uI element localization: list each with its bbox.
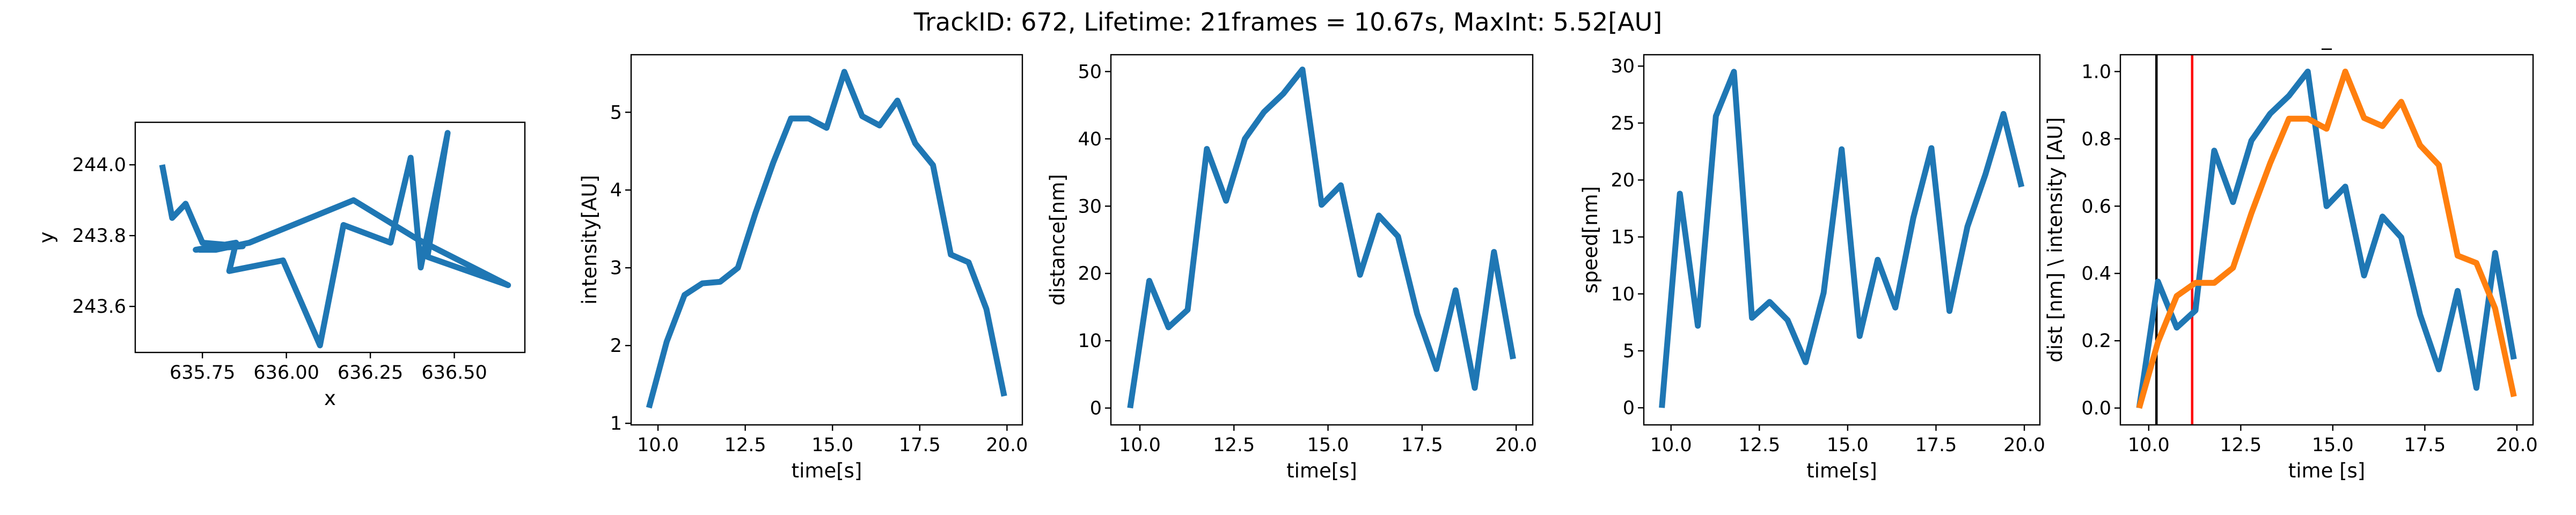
x-tick-label: 12.5 (1213, 435, 1255, 456)
series-line-1 (2136, 68, 2517, 409)
x-tick-label: 20.0 (2003, 435, 2045, 456)
x-axis-label: time [s] (2288, 459, 2366, 482)
x-tick-label: 12.5 (1738, 435, 1780, 456)
plot-frame (2119, 54, 2534, 426)
y-tick-label: 5 (610, 102, 622, 123)
y-axis-label: dist [nm] \ intensity [AU] (2044, 117, 2067, 362)
y-tick-label: 25 (1611, 113, 1635, 134)
x-tick-label: 12.5 (2220, 435, 2262, 456)
x-tick-label: 15.0 (1307, 435, 1349, 456)
y-tick-label: 30 (1078, 196, 1102, 217)
x-axis-label: x (324, 387, 336, 410)
series-line-1 (646, 69, 1007, 409)
series-line-1 (159, 130, 511, 349)
y-tick-label: 3 (610, 258, 622, 279)
figure-title: TrackID: 672, Lifetime: 21frames = 10.67… (913, 8, 1663, 36)
y-axis-label: intensity[AU] (578, 175, 601, 305)
y-tick-label: 0 (1090, 398, 1102, 420)
x-tick-label: 20.0 (1495, 435, 1537, 456)
y-axis-label: distance[nm] (1046, 174, 1069, 305)
x-tick-label: 15.0 (1827, 435, 1869, 456)
subplots: 635.75 636.00 636.25 636.50 243.6 243.8 244.0 x… (35, 27, 2538, 482)
x-tick-label: 12.5 (724, 435, 766, 456)
x-tick-label: 10.0 (2128, 435, 2170, 456)
x-tick-label: 17.5 (899, 435, 941, 456)
x-tick-label: 636.00 (253, 362, 319, 384)
x-tick-label: 17.5 (1401, 435, 1443, 456)
series-line-1 (1659, 69, 2025, 408)
y-tick-label: 0 (1623, 398, 1635, 419)
x-tick-label: 10.0 (1650, 435, 1692, 456)
y-tick-label: 2 (610, 335, 622, 357)
y-tick-label: 0.6 (2081, 196, 2111, 217)
x-axis-label: time[s] (792, 459, 862, 482)
y-tick-label: 15 (1611, 227, 1635, 248)
x-tick-label: 636.25 (338, 362, 403, 384)
y-tick-label: 0.8 (2081, 129, 2111, 150)
x-tick-label: 20.0 (2496, 435, 2538, 456)
y-tick-label: 244.0 (72, 154, 126, 176)
series-line-2 (2136, 68, 2517, 409)
y-tick-label: 10 (1611, 284, 1635, 305)
x-axis-label: time[s] (1806, 459, 1877, 482)
y-tick-label: 10 (1078, 330, 1102, 352)
plot-frame (630, 54, 1023, 426)
x-tick-label: 635.75 (170, 362, 235, 384)
x-tick-label: 20.0 (986, 435, 1028, 456)
x-tick-label: 10.0 (637, 435, 679, 456)
subplot-3: 10.0 12.5 15.0 17.5 20.0 0 10 20 30 40 50 time[s] di… (1046, 54, 1537, 482)
subplot-2: 10.0 12.5 15.0 17.5 20.0 1 2 3 4 5 time[s] intensit… (578, 54, 1028, 482)
y-tick-label: 40 (1078, 129, 1102, 150)
y-tick-label: 1.0 (2081, 61, 2111, 83)
plot-frame (1110, 54, 1534, 426)
y-tick-label: 243.6 (72, 296, 126, 318)
y-tick-label: 243.8 (72, 225, 126, 247)
y-tick-label: 20 (1611, 170, 1635, 192)
x-tick-label: 17.5 (2404, 435, 2446, 456)
x-tick-label: 15.0 (811, 435, 853, 456)
subplot-1: 635.75 636.00 636.25 636.50 243.6 243.8 244.0 x… (35, 121, 526, 410)
x-tick-label: 636.50 (421, 362, 487, 384)
x-axis-label: time[s] (1286, 459, 1357, 482)
y-tick-label: 0.2 (2081, 330, 2111, 352)
plot-frame (1643, 54, 2041, 426)
x-tick-label: 10.0 (1119, 435, 1161, 456)
y-axis-label: y (35, 232, 58, 244)
y-tick-label: 0.4 (2081, 263, 2111, 285)
y-tick-label: 20 (1078, 263, 1102, 285)
y-tick-label: 30 (1611, 56, 1635, 77)
subplot-title: _ (2321, 27, 2332, 50)
plot-frame (134, 121, 526, 354)
y-tick-label: 4 (610, 180, 622, 201)
y-tick-label: 1 (610, 413, 622, 435)
y-tick-label: 0.0 (2081, 398, 2111, 420)
subplot-4: 10.0 12.5 15.0 17.5 20.0 0 5 10 15 20 25 30 time[s] s… (1579, 54, 2045, 482)
series-line-1 (1127, 67, 1516, 409)
y-tick-label: 5 (1623, 341, 1635, 362)
y-tick-label: 50 (1078, 61, 1102, 83)
x-tick-label: 17.5 (1915, 435, 1957, 456)
subplot-5: 10.0 12.5 15.0 17.5 20.0 0.0 0.2 0.4 0.6 0.8 1.0 ti… (2044, 27, 2538, 482)
y-axis-label: speed[nm] (1579, 186, 1602, 293)
x-tick-label: 15.0 (2312, 435, 2354, 456)
